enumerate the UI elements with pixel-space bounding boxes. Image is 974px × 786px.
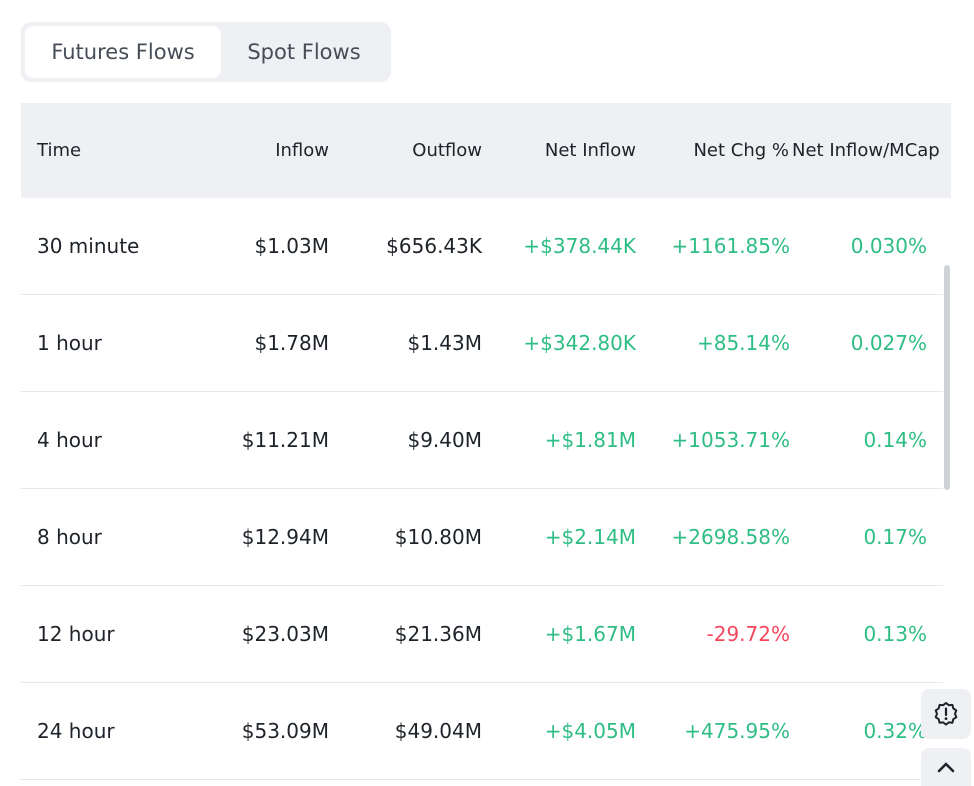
- cell-inflow: $23.03M: [241, 622, 329, 646]
- cell-net-inflow-mcap: 0.14%: [863, 428, 927, 452]
- cell-net-chg: +2698.58%: [671, 525, 790, 549]
- cell-time: 24 hour: [37, 719, 115, 743]
- table-header: Time Inflow Outflow Net Inflow Net Chg %…: [21, 103, 951, 198]
- cell-time: 8 hour: [37, 525, 102, 549]
- cell-net-inflow-mcap: 0.030%: [850, 234, 927, 258]
- cell-time: 1 hour: [37, 331, 102, 355]
- chevron-up-icon: [937, 762, 955, 773]
- scrollbar-thumb[interactable]: [944, 265, 950, 490]
- cell-outflow: $10.80M: [394, 525, 482, 549]
- cell-inflow: $1.78M: [254, 331, 329, 355]
- table-row: 4 hour $11.21M $9.40M +$1.81M +1053.71% …: [21, 392, 943, 489]
- header-net-chg: Net Chg %: [693, 140, 789, 161]
- header-time: Time: [37, 140, 82, 161]
- cell-outflow: $49.04M: [394, 719, 482, 743]
- feedback-button[interactable]: [921, 689, 971, 739]
- cell-time: 4 hour: [37, 428, 102, 452]
- cell-net-chg: +1053.71%: [671, 428, 790, 452]
- alert-badge-icon: [934, 702, 958, 726]
- cell-net-inflow: +$378.44K: [523, 234, 636, 258]
- header-net-inflow-mcap: Net Inflow/MCap: [792, 140, 940, 161]
- flows-table: Time Inflow Outflow Net Inflow Net Chg %…: [21, 103, 951, 780]
- table-row: 24 hour $53.09M $49.04M +$4.05M +475.95%…: [21, 683, 943, 780]
- table-row: 12 hour $23.03M $21.36M +$1.67M -29.72% …: [21, 586, 943, 683]
- header-inflow: Inflow: [275, 140, 329, 161]
- cell-net-chg: +475.95%: [684, 719, 790, 743]
- cell-inflow: $53.09M: [241, 719, 329, 743]
- cell-outflow: $9.40M: [407, 428, 482, 452]
- cell-net-inflow: +$1.67M: [544, 622, 636, 646]
- cell-time: 30 minute: [37, 234, 140, 258]
- cell-net-inflow: +$342.80K: [523, 331, 636, 355]
- table-row: 8 hour $12.94M $10.80M +$2.14M +2698.58%…: [21, 489, 943, 586]
- cell-net-inflow: +$2.14M: [544, 525, 636, 549]
- table-row: 30 minute $1.03M $656.43K +$378.44K +116…: [21, 198, 943, 295]
- header-net-inflow: Net Inflow: [544, 140, 636, 161]
- cell-net-inflow: +$1.81M: [544, 428, 636, 452]
- cell-net-inflow-mcap: 0.027%: [850, 331, 927, 355]
- cell-inflow: $12.94M: [241, 525, 329, 549]
- cell-inflow: $11.21M: [241, 428, 329, 452]
- cell-inflow: $1.03M: [254, 234, 329, 258]
- header-outflow: Outflow: [412, 140, 482, 161]
- cell-outflow: $1.43M: [407, 331, 482, 355]
- cell-outflow: $656.43K: [386, 234, 482, 258]
- cell-time: 12 hour: [37, 622, 115, 646]
- flow-tabs: Futures Flows Spot Flows: [21, 22, 391, 82]
- cell-net-inflow-mcap: 0.32%: [863, 719, 927, 743]
- cell-net-inflow-mcap: 0.13%: [863, 622, 927, 646]
- cell-net-chg: +1161.85%: [671, 234, 790, 258]
- cell-net-inflow: +$4.05M: [544, 719, 636, 743]
- cell-net-chg: +85.14%: [696, 331, 790, 355]
- tab-spot-flows[interactable]: Spot Flows: [247, 40, 361, 64]
- cell-outflow: $21.36M: [394, 622, 482, 646]
- cell-net-inflow-mcap: 0.17%: [863, 525, 927, 549]
- cell-net-chg: -29.72%: [706, 622, 790, 646]
- tab-futures-flows[interactable]: Futures Flows: [25, 26, 221, 78]
- table-row: 1 hour $1.78M $1.43M +$342.80K +85.14% 0…: [21, 295, 943, 392]
- back-to-top-button[interactable]: [921, 748, 971, 786]
